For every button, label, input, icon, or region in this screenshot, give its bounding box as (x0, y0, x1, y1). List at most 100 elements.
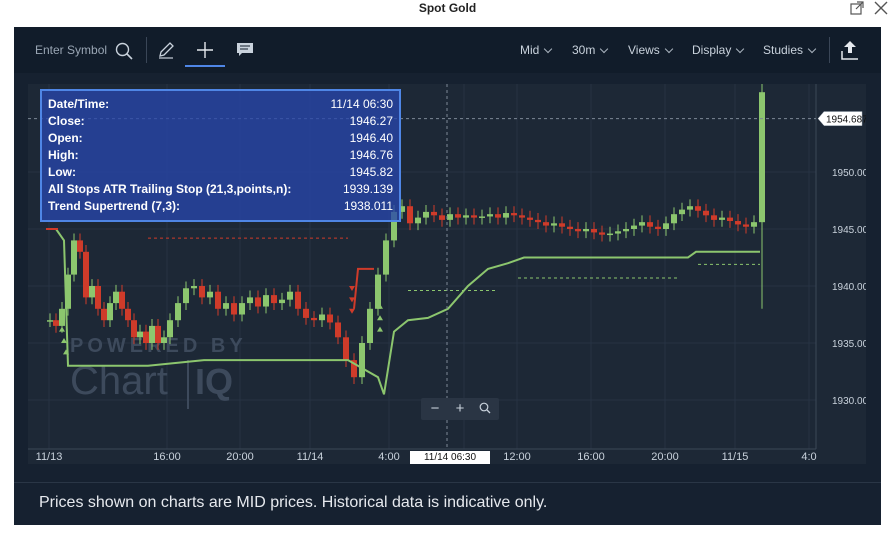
chevron-down-icon (664, 44, 674, 54)
candle-body (359, 343, 365, 378)
candle-body (615, 231, 621, 234)
display-dropdown[interactable]: Display (692, 27, 745, 73)
search-icon[interactable] (115, 42, 133, 65)
candle-body (59, 308, 65, 326)
candle-body (647, 222, 653, 227)
candle-body (125, 308, 131, 321)
candle-body (263, 295, 269, 307)
candle-body (199, 286, 205, 298)
y-tick-label: 1940.00 (832, 282, 866, 293)
candle-body (89, 286, 95, 298)
footer-disclaimer: Prices shown on charts are MID prices. H… (14, 482, 881, 525)
zoom-out-button[interactable]: − (430, 400, 440, 417)
candle-body (71, 240, 77, 275)
trend-arrow-down (349, 286, 355, 291)
candle-body (175, 303, 181, 321)
tooltip-key: Date/Time: (48, 97, 110, 111)
tooltip-key: Low: (48, 165, 76, 179)
y-tick-label: 1935.00 (832, 339, 866, 350)
candle-body (155, 325, 161, 343)
symbol-input[interactable]: Enter Symbol (35, 43, 108, 57)
candle-body (415, 217, 421, 224)
crosshair-time-badge: 11/14 06:30 (410, 451, 490, 464)
price-type-label: Mid (520, 43, 540, 57)
y-tick-label: 1930.00 (832, 396, 866, 407)
candle-body (591, 229, 597, 233)
candle-body (703, 210, 709, 216)
candle-body (271, 295, 277, 304)
candle-body (655, 226, 661, 229)
candle-body (255, 297, 261, 307)
draw-pencil-icon[interactable] (157, 41, 175, 64)
price-label-text: 1954.687 (826, 115, 866, 126)
candle-body (311, 317, 317, 321)
candle-body (53, 320, 59, 326)
y-tick-label: 1945.00 (832, 225, 866, 236)
close-icon[interactable] (872, 0, 890, 18)
interval-dropdown[interactable]: 30m (572, 27, 609, 73)
candle-body (167, 320, 173, 338)
candle-body (399, 206, 405, 212)
x-tick-label: 20:00 (651, 451, 679, 463)
tooltip-value: 11/14 06:30 (330, 97, 393, 111)
candle-body (583, 229, 589, 232)
candle-body (83, 251, 89, 298)
candle-body (527, 217, 533, 220)
studies-dropdown[interactable]: Studies (763, 27, 817, 73)
magnifier-icon (479, 402, 491, 414)
tooltip-key: Close: (48, 114, 85, 128)
tooltip-value: 1946.76 (349, 148, 393, 162)
trend-arrow-down (349, 308, 355, 314)
trend-arrow-up (377, 315, 383, 321)
candle-body (495, 214, 501, 218)
candle-body (535, 219, 541, 223)
candle-body (671, 214, 677, 224)
chart-app: Enter Symbol Mid 30m Views Display Studi… (14, 27, 881, 525)
display-label: Display (692, 43, 732, 57)
watermark-text: IQ (195, 361, 233, 402)
chart-panel[interactable]: POWERED BY Chart IQ 1930.00 1935.00 1940.00 19… (28, 84, 866, 464)
candle-body (407, 206, 413, 224)
crosshair-icon (197, 42, 213, 58)
comment-icon[interactable] (236, 42, 254, 63)
candle-body (455, 214, 461, 218)
zoom-reset-button[interactable] (473, 398, 497, 420)
tooltip-value: 1946.27 (349, 114, 393, 128)
candle-body (503, 213, 509, 218)
candle-body (631, 225, 637, 229)
candle-body (743, 224, 749, 227)
toolbar-divider (829, 37, 830, 63)
candle-body (479, 216, 485, 218)
popout-icon[interactable] (848, 0, 866, 18)
zoom-in-button[interactable]: + (455, 400, 465, 417)
candle-body (519, 215, 525, 218)
toolbar-divider (146, 37, 147, 63)
studies-label: Studies (763, 43, 804, 57)
views-dropdown[interactable]: Views (628, 27, 674, 73)
data-tooltip: Date/Time: 11/14 06:30 Close: 1946.27 Open… (40, 89, 401, 222)
tooltip-key: High: (48, 148, 79, 162)
tooltip-key: All Stops ATR Trailing Stop (21,3,points… (48, 182, 292, 196)
trend-arrow-up (63, 349, 69, 355)
candle-body (559, 223, 565, 227)
candle-body (319, 314, 325, 321)
candle-body (383, 240, 389, 275)
candle-body (279, 299, 285, 304)
candle-body (191, 286, 197, 289)
candle-body (727, 217, 733, 222)
crosshair-tool-button[interactable] (185, 35, 225, 67)
candle-body (65, 274, 71, 309)
candle-body (247, 297, 253, 304)
share-export-icon[interactable] (840, 39, 860, 66)
candle-body (143, 331, 149, 343)
candle-body (687, 206, 693, 210)
candle-body (223, 303, 229, 309)
x-tick-label: 4:0 (801, 451, 816, 463)
candle-body (391, 211, 397, 241)
price-type-dropdown[interactable]: Mid (520, 27, 553, 73)
tooltip-row: Trend Supertrend (7,3): 1938.011 (48, 198, 393, 215)
x-tick-label: 16:00 (577, 451, 605, 463)
candle-body (101, 308, 107, 321)
candle-body (95, 286, 101, 309)
